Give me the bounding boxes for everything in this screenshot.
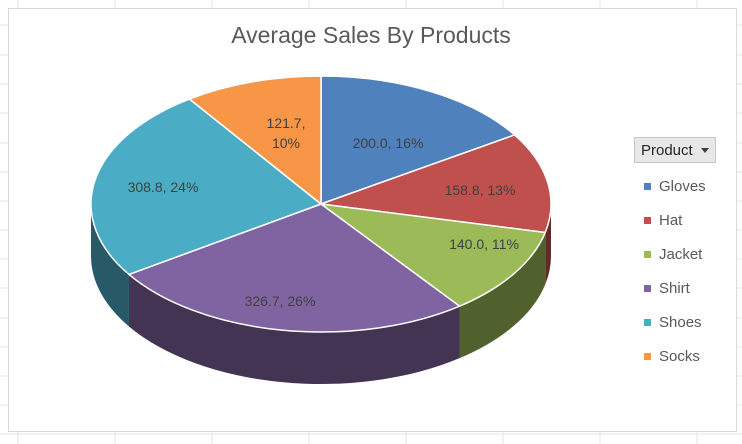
legend-item-socks[interactable]: Socks [634, 339, 734, 373]
data-label-gloves: 200.0, 16% [353, 135, 424, 151]
legend-swatch [644, 216, 651, 224]
data-label-socks: 121.7, 10% [267, 115, 306, 151]
data-label-jacket: 140.0, 11% [449, 236, 519, 252]
pie-slice-jacket[interactable] [320, 203, 546, 307]
data-label-hat: 158.8, 13% [445, 182, 516, 198]
data-label-shirt: 326.7, 26% [245, 293, 316, 309]
legend-item-hat[interactable]: Hat [634, 203, 734, 237]
legend-label: Jacket [659, 245, 703, 263]
data-label-shoes: 308.8, 24% [128, 179, 199, 195]
chart-title: Average Sales By Products [231, 22, 511, 48]
pie-slice-side-shoes[interactable] [91, 204, 129, 327]
pie-slice-gloves[interactable] [320, 75, 516, 205]
legend-swatch [644, 352, 651, 360]
pie-slice-shirt[interactable] [128, 203, 461, 333]
legend-label: Shoes [659, 313, 702, 331]
legend: Product Gloves Hat Jacket Shirt Shoes Socks [634, 137, 734, 373]
legend-swatch [644, 284, 651, 292]
legend-swatch [644, 182, 651, 190]
legend-label: Gloves [659, 177, 706, 195]
legend-item-shirt[interactable]: Shirt [634, 271, 734, 305]
pie-slice-hat[interactable] [320, 134, 552, 234]
legend-item-gloves[interactable]: Gloves [634, 169, 734, 203]
legend-swatch [644, 318, 651, 326]
pie-slice-socks[interactable] [188, 75, 322, 205]
legend-list: Gloves Hat Jacket Shirt Shoes Socks [634, 169, 734, 373]
pie-slice-side-jacket[interactable] [459, 232, 546, 359]
legend-item-shoes[interactable]: Shoes [634, 305, 734, 339]
legend-swatch [644, 250, 651, 258]
product-filter-label: Product [641, 141, 693, 159]
pie-slice-side-shirt[interactable] [128, 274, 460, 384]
legend-item-jacket[interactable]: Jacket [634, 237, 734, 271]
product-filter-button[interactable]: Product [634, 137, 716, 163]
pie-slice-side-hat[interactable] [545, 204, 551, 285]
pie-slice-shoes[interactable] [90, 98, 322, 276]
legend-label: Shirt [659, 279, 690, 297]
legend-label: Socks [659, 347, 700, 365]
chevron-down-icon [700, 147, 709, 153]
legend-label: Hat [659, 211, 683, 229]
